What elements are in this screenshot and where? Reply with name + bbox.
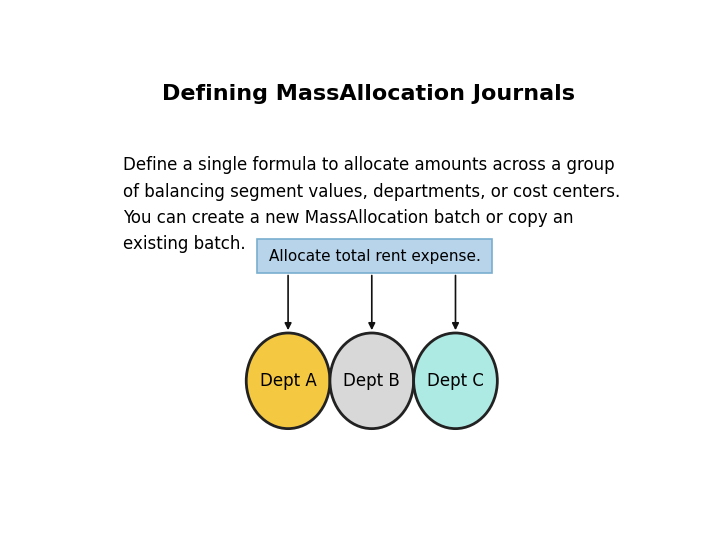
Text: Dept B: Dept B bbox=[343, 372, 400, 390]
Ellipse shape bbox=[330, 333, 414, 429]
Text: Defining MassAllocation Journals: Defining MassAllocation Journals bbox=[163, 84, 575, 104]
Ellipse shape bbox=[246, 333, 330, 429]
Ellipse shape bbox=[413, 333, 498, 429]
Text: Define a single formula to allocate amounts across a group
of balancing segment : Define a single formula to allocate amou… bbox=[124, 156, 621, 253]
FancyBboxPatch shape bbox=[258, 239, 492, 273]
Text: Allocate total rent expense.: Allocate total rent expense. bbox=[269, 248, 480, 264]
Text: Dept A: Dept A bbox=[260, 372, 317, 390]
Text: Dept C: Dept C bbox=[427, 372, 484, 390]
